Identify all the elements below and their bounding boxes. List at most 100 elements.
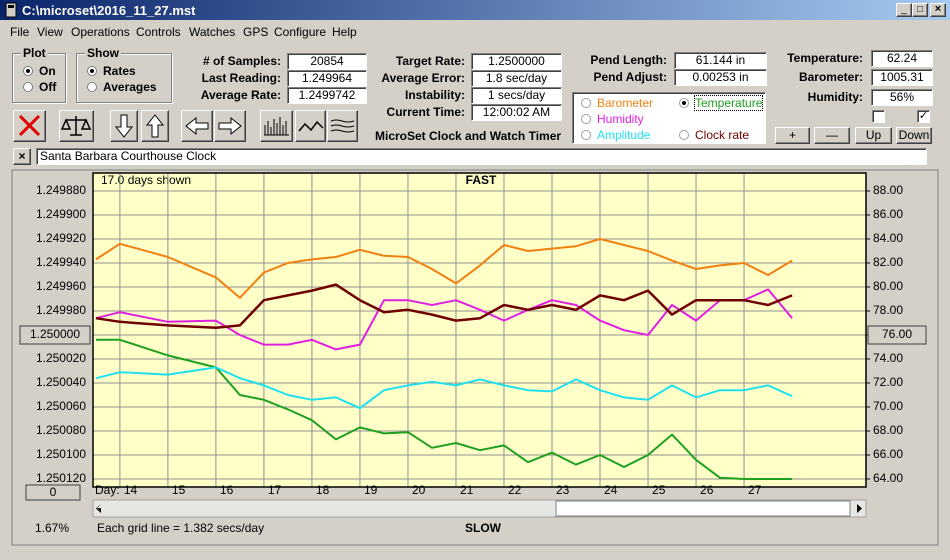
x-tick-label: 21 (460, 483, 474, 497)
offset-button[interactable] (25, 484, 81, 501)
histogram-button[interactable] (260, 110, 293, 142)
series-option[interactable]: Barometer (581, 97, 653, 109)
readout-field[interactable]: 12:00:02 AM (471, 104, 562, 121)
readout-label: Average Error: (381, 71, 465, 85)
legend-label: Humidity (597, 112, 644, 126)
adjust-button[interactable]: — (814, 127, 850, 144)
series-line (95, 238, 793, 299)
menu-item[interactable]: Configure (274, 25, 327, 39)
readout-field[interactable]: 1005.31 (871, 69, 933, 86)
menu-item[interactable]: Controls (136, 25, 181, 39)
x-tick-label: 24 (604, 483, 618, 497)
clear-button[interactable] (13, 110, 46, 142)
scroll-right[interactable] (857, 504, 862, 513)
series-option[interactable]: Amplitude (581, 129, 650, 141)
readout-field[interactable]: 20854 (287, 53, 367, 70)
x-tick-label: 25 (652, 483, 666, 497)
radio[interactable] (23, 66, 33, 76)
readout-field[interactable]: 56% (871, 89, 933, 106)
icon (330, 119, 355, 133)
y2-tick-label: 86.00 (873, 207, 903, 221)
scroll-left[interactable] (96, 504, 101, 513)
plot-option[interactable]: Off (23, 80, 56, 94)
x-tick-label: 19 (364, 483, 378, 497)
radio[interactable] (679, 130, 689, 140)
y2-tick-label: 78.00 (873, 303, 903, 317)
wave-button[interactable] (295, 110, 326, 142)
lines-button[interactable] (327, 110, 358, 142)
menu-item[interactable]: Watches (189, 25, 236, 39)
series-option[interactable]: Temperature (679, 95, 764, 111)
y-tick-label: 1.249880 (36, 183, 86, 197)
zoom-label: 1.67% (35, 521, 69, 535)
adjust-button[interactable]: Down (896, 127, 932, 144)
show-group: Show Rates Averages (76, 46, 172, 103)
x-tick-label: 27 (748, 483, 762, 497)
app-icon (5, 2, 17, 18)
y2-tick-label: 80.00 (873, 279, 903, 293)
readout-field[interactable]: 1 secs/day (471, 87, 562, 104)
reference-button (19, 325, 91, 345)
show-option[interactable]: Averages (87, 80, 157, 94)
y2-tick-label: 70.00 (873, 399, 903, 413)
menu-item[interactable]: View (37, 25, 63, 39)
readout-field[interactable]: 1.8 sec/day (471, 70, 562, 87)
plot-group-label: Plot (21, 46, 48, 60)
radio[interactable] (23, 82, 33, 92)
show-option[interactable]: Rates (87, 64, 136, 78)
readout-label: Average Rate: (200, 88, 281, 102)
maximize-button[interactable]: □ (912, 3, 928, 17)
menu-item[interactable]: File (10, 25, 30, 39)
menu-item[interactable]: Help (332, 25, 357, 39)
radio[interactable] (87, 66, 97, 76)
close-button[interactable]: × (930, 3, 946, 17)
legend-label: Barometer (597, 96, 654, 110)
readout-field[interactable]: 62.24 (871, 50, 933, 67)
adjust-button[interactable]: Up (855, 127, 892, 144)
up-arrow-button[interactable] (141, 110, 169, 142)
scroll-thumb[interactable] (555, 500, 851, 517)
grid-note: Each grid line = 1.382 secs/day (97, 521, 264, 535)
y-tick-label: 1.250000 (30, 327, 80, 341)
icon (114, 114, 134, 138)
checkbox[interactable]: ✓ (917, 110, 930, 123)
menu-item[interactable]: Operations (71, 25, 130, 39)
readout-field[interactable]: 1.2500000 (471, 53, 562, 70)
series-option[interactable]: Humidity (581, 113, 644, 125)
y-tick-label: 1.249900 (36, 207, 86, 221)
slow-label: SLOW (465, 521, 502, 535)
y-tick-label: 1.250040 (36, 375, 86, 389)
plot-area (92, 172, 867, 488)
radio[interactable] (581, 130, 591, 140)
checkbox[interactable] (872, 110, 885, 123)
readout-field[interactable]: 1.249964 (287, 70, 367, 87)
plot-option[interactable]: On (23, 64, 56, 78)
window-title: C:\microset\2016_11_27.mst (22, 3, 196, 18)
readout-field[interactable]: 0.00253 in (674, 69, 767, 86)
radio[interactable] (581, 98, 591, 108)
down-arrow-button[interactable] (110, 110, 138, 142)
clear-name-button[interactable]: × (13, 148, 31, 165)
plot-group: Plot On Off (12, 46, 66, 103)
balance-button[interactable] (59, 110, 94, 142)
minimize-button[interactable]: _ (896, 3, 912, 17)
legend-label: Amplitude (597, 128, 651, 142)
radio[interactable] (581, 114, 591, 124)
radio[interactable] (679, 98, 689, 108)
x-tick-label: 26 (700, 483, 714, 497)
clock-name-field[interactable]: Santa Barbara Courthouse Clock (36, 148, 927, 165)
readout-field[interactable]: 61.144 in (674, 52, 767, 69)
option-label: Averages (103, 80, 157, 94)
series-option[interactable]: Clock rate (679, 129, 749, 141)
menu-item[interactable]: GPS (243, 25, 269, 39)
readout-field[interactable]: 1.2499742 (287, 87, 367, 104)
right-arrow-button[interactable] (214, 110, 246, 142)
radio[interactable] (87, 82, 97, 92)
y-tick-label: 1.249940 (36, 255, 86, 269)
x-tick-label: 15 (172, 483, 186, 497)
adjust-button[interactable]: + (775, 127, 810, 144)
left-arrow-button[interactable] (181, 110, 213, 142)
